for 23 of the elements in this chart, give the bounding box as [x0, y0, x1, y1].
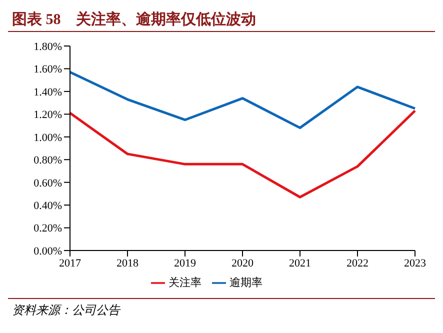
y-tick-label: 1.40% — [34, 86, 62, 98]
line-series — [68, 70, 416, 130]
text: 资料来源：公司公告 — [12, 302, 122, 319]
legend-label: 关注率 — [168, 276, 202, 289]
legend-label: 逾期率 — [230, 276, 262, 289]
x-tick-label: 2021 — [289, 257, 311, 270]
y-tick-label: 1.00% — [34, 132, 62, 144]
x-tick-label: 2018 — [116, 257, 139, 270]
y-tick-label: 1.80% — [34, 40, 62, 53]
y-tick-label: 0.20% — [34, 222, 62, 235]
y-tick-label: 0.00% — [34, 245, 62, 258]
y-tick-label: 1.20% — [34, 109, 62, 122]
y-tick-label: 0.80% — [34, 154, 62, 167]
x-tick-label: 2022 — [346, 257, 368, 270]
chart-title: 图表 58 关注率、逾期率仅低位波动 — [8, 8, 435, 32]
x-tick-label: 2017 — [59, 257, 82, 270]
y-tick-label: 0.40% — [34, 200, 62, 212]
y-tick-label: 0.60% — [34, 177, 62, 190]
x-tick-label: 2019 — [174, 257, 196, 270]
line-series — [68, 110, 416, 198]
x-tick-label: 2020 — [232, 257, 254, 270]
y-tick-label: 1.60% — [34, 64, 62, 76]
x-tick-label: 2023 — [404, 257, 426, 270]
